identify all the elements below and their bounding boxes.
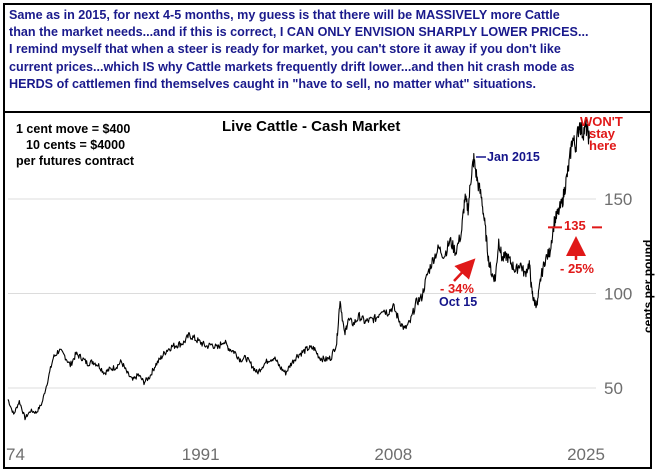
peak-label: Jan 2015 — [487, 150, 540, 164]
chart-title: Live Cattle - Cash Market — [222, 118, 400, 135]
contract-note-line-2: 10 cents = $4000 — [26, 138, 125, 152]
wont-stay-label-1: WON'T — [580, 114, 623, 129]
x-tick-label: 2008 — [374, 445, 412, 464]
y-tick-label: 100 — [604, 285, 632, 304]
wont-stay-label-2: stay — [589, 126, 616, 141]
x-tick-label: 74 — [6, 445, 25, 464]
section-divider — [5, 111, 650, 113]
chart-frame: Same as in 2015, for next 4-5 months, my… — [3, 3, 652, 469]
future-drop-label: - 25% — [560, 261, 594, 276]
drop-percent-label: - 34% — [440, 281, 474, 296]
commentary-line: I remind myself that when a steer is rea… — [9, 42, 561, 57]
commentary-line: Same as in 2015, for next 4-5 months, my… — [9, 8, 560, 22]
commentary-text: Same as in 2015, for next 4-5 months, my… — [9, 7, 649, 111]
wont-stay-label-3: here — [589, 138, 616, 153]
price-series-line — [7, 118, 590, 421]
x-tick-label: 1991 — [182, 445, 220, 464]
y-axis-label: cents per pound — [641, 240, 655, 333]
commentary-line: current prices...which IS why Cattle mar… — [9, 59, 575, 74]
drop-date-label: Oct 15 — [439, 295, 477, 309]
x-tick-label: 2025 — [567, 445, 605, 464]
contract-note-line-1: 1 cent move = $400 — [16, 122, 130, 136]
commentary-line: than the market needs...and if this is c… — [9, 25, 589, 40]
level-label: 135 — [564, 218, 586, 233]
drop-arrow — [453, 258, 476, 282]
contract-note-line-3: per futures contract — [16, 154, 135, 168]
commentary-line: HERDS of cattlemen find themselves caugh… — [9, 76, 536, 91]
y-tick-label: 50 — [604, 379, 623, 398]
y-tick-label: 150 — [604, 190, 632, 209]
